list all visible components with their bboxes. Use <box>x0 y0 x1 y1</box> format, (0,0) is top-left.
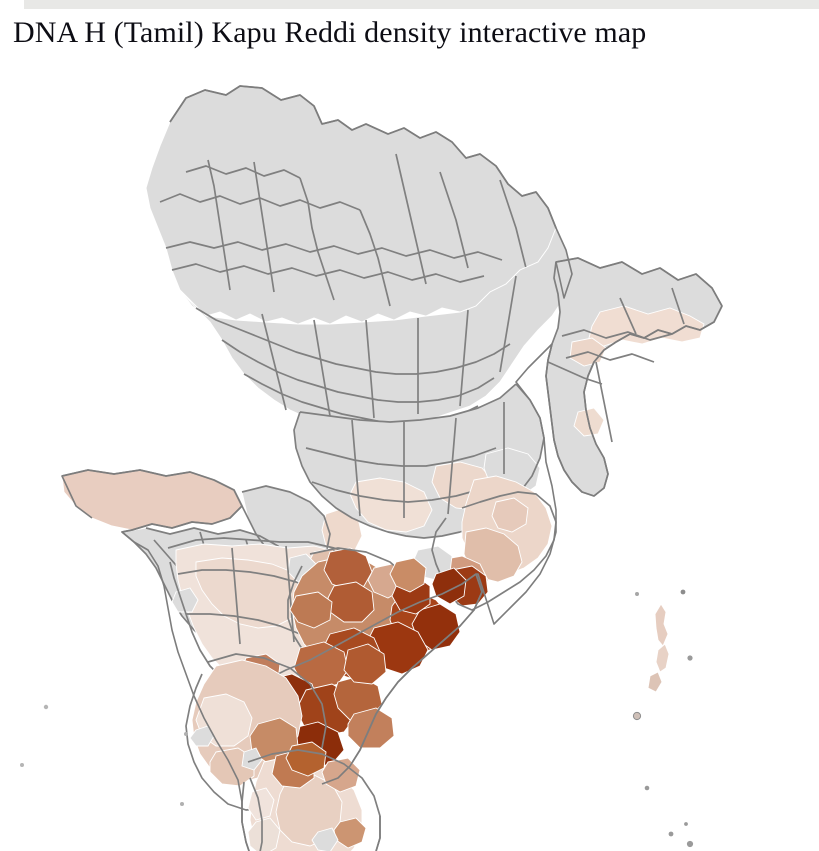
great-nicobar-island <box>686 840 694 848</box>
region-lakshadweep <box>20 704 188 806</box>
kerala-north-verylow[interactable] <box>247 787 275 821</box>
middle-andaman-island[interactable] <box>655 643 670 673</box>
region-andaman-nicobar[interactable] <box>632 589 694 848</box>
region-odisha[interactable] <box>411 475 557 611</box>
andaman-islet-2 <box>687 655 693 661</box>
ap-north-medhigh[interactable] <box>389 557 427 593</box>
ap-prakasam-high[interactable] <box>343 643 387 685</box>
telangana-west-med[interactable] <box>289 591 333 629</box>
little-andaman-island <box>632 711 642 721</box>
lakshadweep-islet-2 <box>20 763 24 767</box>
kerala-nodata-patch[interactable] <box>241 747 263 771</box>
mp-south-verylow[interactable] <box>349 477 433 533</box>
lakshadweep-islet-3 <box>184 732 188 736</box>
kerala-south-verylow[interactable] <box>247 817 281 851</box>
india-national-boundary <box>61 85 723 851</box>
coco-islet <box>635 592 639 596</box>
kutch-district[interactable] <box>61 469 243 531</box>
ap-south-medhigh[interactable] <box>347 707 395 749</box>
nicobar-islet-1 <box>644 785 650 791</box>
india-map-svg[interactable] <box>0 62 819 851</box>
region-gangetic-nodata[interactable] <box>179 226 573 431</box>
nicobar-islet-3 <box>684 822 688 826</box>
window-top-strip <box>24 0 819 9</box>
lakshadweep-islet-1 <box>43 704 49 710</box>
nicobar-islet-2 <box>668 831 674 837</box>
tamilnadu-state-border <box>241 749 381 851</box>
andaman-islet-1 <box>680 589 686 595</box>
ap-krishna-highest[interactable] <box>411 603 461 651</box>
odisha-ne-low[interactable] <box>491 497 529 533</box>
north-andaman-island[interactable] <box>654 603 669 647</box>
tn-nodata-patch[interactable] <box>311 827 339 851</box>
lakshadweep-islet-4 <box>180 802 184 806</box>
page-title: DNA H (Tamil) Kapu Reddi density interac… <box>13 16 647 49</box>
odisha-state-border <box>431 491 557 611</box>
region-northeast[interactable] <box>545 257 723 497</box>
maharashtra-west-verylow[interactable] <box>195 557 305 629</box>
gangetic-district-lines <box>195 275 517 425</box>
choropleth-map[interactable] <box>0 62 819 851</box>
south-andaman-island[interactable] <box>647 671 663 693</box>
region-north-nodata[interactable] <box>145 85 557 325</box>
